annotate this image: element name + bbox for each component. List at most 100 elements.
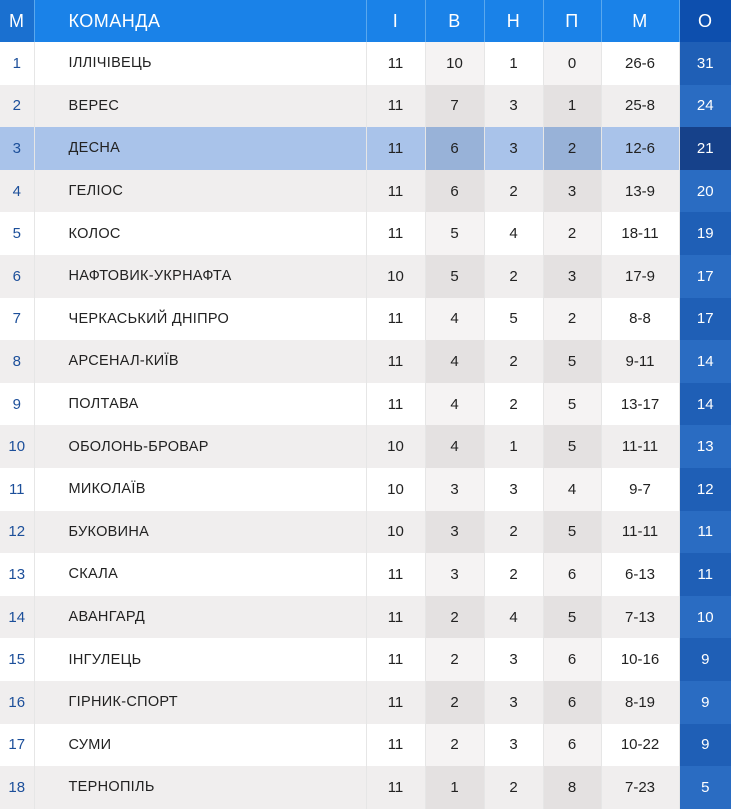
team-name-cell: Колос xyxy=(34,212,367,255)
position-cell: 9 xyxy=(0,382,35,426)
table-row[interactable]: 14 Авангард 11 2 4 5 7-13 10 xyxy=(0,595,731,639)
table-row[interactable]: 3 Десна 11 6 3 2 12-6 21 xyxy=(0,127,731,170)
position-cell: 4 xyxy=(0,169,35,213)
games-cell: 11 xyxy=(366,680,426,724)
games-cell: 11 xyxy=(366,297,426,341)
wins-cell: 5 xyxy=(425,212,485,255)
draws-cell: 3 xyxy=(484,638,544,681)
losses-cell: 3 xyxy=(543,254,602,298)
draws-cell: 5 xyxy=(484,297,544,341)
position-cell: 12 xyxy=(0,510,35,554)
losses-cell: 5 xyxy=(543,340,602,383)
position-cell: 1 xyxy=(0,42,35,85)
goals-cell: 11-11 xyxy=(601,425,680,468)
team-name-cell: Нафтовик-Укрнафта xyxy=(34,254,367,298)
team-name-cell: Арсенал-Київ xyxy=(34,340,367,383)
team-name-cell: Тернопіль xyxy=(34,766,367,809)
table-row[interactable]: 9 Полтава 11 4 2 5 13-17 14 xyxy=(0,382,731,426)
position-cell: 18 xyxy=(0,766,35,809)
header-row: М КОМАНДА І В Н П М О xyxy=(0,0,731,42)
team-name-cell: Буковина xyxy=(34,510,367,554)
position-cell: 15 xyxy=(0,638,35,681)
wins-cell: 5 xyxy=(425,254,485,298)
team-name-cell: Черкаський Дніпро xyxy=(34,297,367,341)
goals-cell: 7-13 xyxy=(601,595,680,639)
wins-cell: 2 xyxy=(425,638,485,681)
draws-cell: 3 xyxy=(484,127,544,170)
position-cell: 11 xyxy=(0,467,35,511)
points-cell: 24 xyxy=(679,84,731,128)
points-cell: 14 xyxy=(679,382,731,426)
draws-cell: 3 xyxy=(484,467,544,511)
wins-cell: 2 xyxy=(425,680,485,724)
table-row[interactable]: 10 Оболонь-Бровар 10 4 1 5 11-11 13 xyxy=(0,425,731,468)
team-name-cell: Верес xyxy=(34,84,367,128)
draws-cell: 1 xyxy=(484,42,544,85)
team-name-cell: Авангард xyxy=(34,595,367,639)
table-row[interactable]: 17 Суми 11 2 3 6 10-22 9 xyxy=(0,723,731,767)
position-cell: 14 xyxy=(0,595,35,639)
position-cell: 16 xyxy=(0,680,35,724)
header-games[interactable]: І xyxy=(366,0,426,42)
header-points[interactable]: О xyxy=(679,0,731,42)
table-row[interactable]: 18 Тернопіль 11 1 2 8 7-23 5 xyxy=(0,766,731,809)
losses-cell: 5 xyxy=(543,510,602,554)
table-row[interactable]: 6 Нафтовик-Укрнафта 10 5 2 3 17-9 17 xyxy=(0,254,731,298)
points-cell: 11 xyxy=(679,553,731,596)
losses-cell: 8 xyxy=(543,766,602,809)
draws-cell: 2 xyxy=(484,510,544,554)
table-row[interactable]: 12 Буковина 10 3 2 5 11-11 11 xyxy=(0,510,731,554)
games-cell: 10 xyxy=(366,510,426,554)
games-cell: 11 xyxy=(366,127,426,170)
games-cell: 10 xyxy=(366,425,426,468)
header-losses[interactable]: П xyxy=(543,0,602,42)
goals-cell: 8-19 xyxy=(601,680,680,724)
losses-cell: 6 xyxy=(543,680,602,724)
draws-cell: 2 xyxy=(484,382,544,426)
goals-cell: 17-9 xyxy=(601,254,680,298)
table-row[interactable]: 2 Верес 11 7 3 1 25-8 24 xyxy=(0,84,731,128)
header-position[interactable]: М xyxy=(0,0,35,42)
goals-cell: 18-11 xyxy=(601,212,680,255)
table-row[interactable]: 13 Скала 11 3 2 6 6-13 11 xyxy=(0,553,731,596)
position-cell: 10 xyxy=(0,425,35,468)
team-name-cell: Гірник-Спорт xyxy=(34,680,367,724)
games-cell: 11 xyxy=(366,638,426,681)
header-wins[interactable]: В xyxy=(425,0,485,42)
points-cell: 12 xyxy=(679,467,731,511)
games-cell: 11 xyxy=(366,382,426,426)
points-cell: 17 xyxy=(679,254,731,298)
position-cell: 5 xyxy=(0,212,35,255)
table-row[interactable]: 15 Інгулець 11 2 3 6 10-16 9 xyxy=(0,638,731,681)
header-goals[interactable]: М xyxy=(601,0,680,42)
losses-cell: 2 xyxy=(543,297,602,341)
goals-cell: 13-9 xyxy=(601,169,680,213)
games-cell: 10 xyxy=(366,467,426,511)
losses-cell: 3 xyxy=(543,169,602,213)
points-cell: 10 xyxy=(679,595,731,639)
table-row[interactable]: 5 Колос 11 5 4 2 18-11 19 xyxy=(0,212,731,255)
draws-cell: 2 xyxy=(484,340,544,383)
games-cell: 11 xyxy=(366,212,426,255)
table-row[interactable]: 11 Миколаїв 10 3 3 4 9-7 12 xyxy=(0,467,731,511)
team-name-cell: Геліос xyxy=(34,169,367,213)
header-draws[interactable]: Н xyxy=(484,0,544,42)
table-row[interactable]: 7 Черкаський Дніпро 11 4 5 2 8-8 17 xyxy=(0,297,731,341)
table-row[interactable]: 4 Геліос 11 6 2 3 13-9 20 xyxy=(0,169,731,213)
losses-cell: 6 xyxy=(543,638,602,681)
losses-cell: 5 xyxy=(543,382,602,426)
points-cell: 31 xyxy=(679,42,731,85)
goals-cell: 10-16 xyxy=(601,638,680,681)
wins-cell: 1 xyxy=(425,766,485,809)
goals-cell: 9-7 xyxy=(601,467,680,511)
losses-cell: 2 xyxy=(543,212,602,255)
table-row[interactable]: 1 Іллічівець 11 10 1 0 26-6 31 xyxy=(0,42,731,85)
goals-cell: 6-13 xyxy=(601,553,680,596)
draws-cell: 3 xyxy=(484,680,544,724)
table-row[interactable]: 8 Арсенал-Київ 11 4 2 5 9-11 14 xyxy=(0,340,731,383)
wins-cell: 6 xyxy=(425,127,485,170)
table-row[interactable]: 16 Гірник-Спорт 11 2 3 6 8-19 9 xyxy=(0,680,731,724)
position-cell: 17 xyxy=(0,723,35,767)
header-team[interactable]: КОМАНДА xyxy=(34,0,367,42)
goals-cell: 25-8 xyxy=(601,84,680,128)
